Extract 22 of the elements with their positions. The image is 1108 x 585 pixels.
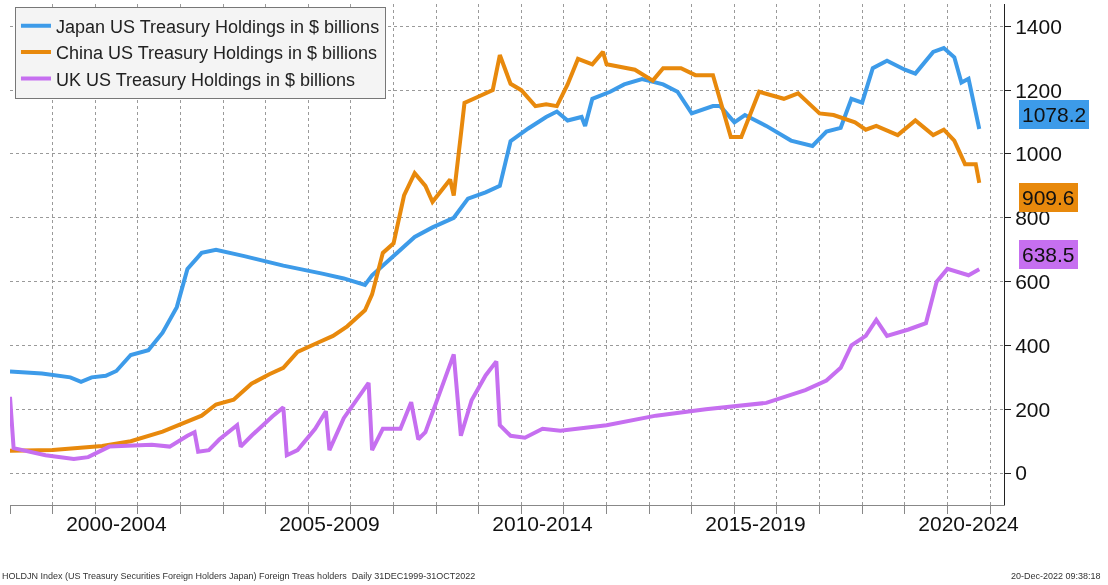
- x-tick-label: 2015-2019: [705, 512, 806, 536]
- y-tick-label: 200: [1015, 397, 1051, 421]
- annotation: 1078.2: [1022, 103, 1087, 126]
- line-series: [10, 46, 982, 384]
- y-tick-label: 1200: [1015, 78, 1062, 102]
- text: HOLDJN Index (US Treasury Securities Foreign Holders Japan) Foreign Treas holders Daily 31DEC1999-31OCT2022: [2, 571, 476, 581]
- legend-label: Japan US Treasury Holdings in $ billions: [55, 16, 380, 37]
- y-tick-label: 0: [1015, 461, 1027, 485]
- legend-label: China US Treasury Holdings in $ billions: [55, 43, 378, 64]
- y-tick-label: 1000: [1015, 142, 1062, 166]
- annotation: 909.6: [1022, 186, 1075, 209]
- x-tick-label: 2020-2024: [918, 512, 1020, 536]
- y-tick-label: 1400: [1015, 14, 1062, 38]
- y-tick-label: 400: [1015, 333, 1051, 357]
- line-series: [10, 266, 982, 462]
- x-tick-label: 2000-2004: [66, 512, 167, 536]
- x-tick-label: 2010-2014: [492, 512, 594, 536]
- y-tick-label: 600: [1015, 269, 1051, 293]
- x-tick-label: 2005-2009: [279, 512, 380, 536]
- text: 20-Dec-2022 09:38:18: [1011, 571, 1101, 581]
- annotation: 638.5: [1022, 243, 1075, 266]
- legend-label: UK US Treasury Holdings in $ billions: [55, 69, 356, 90]
